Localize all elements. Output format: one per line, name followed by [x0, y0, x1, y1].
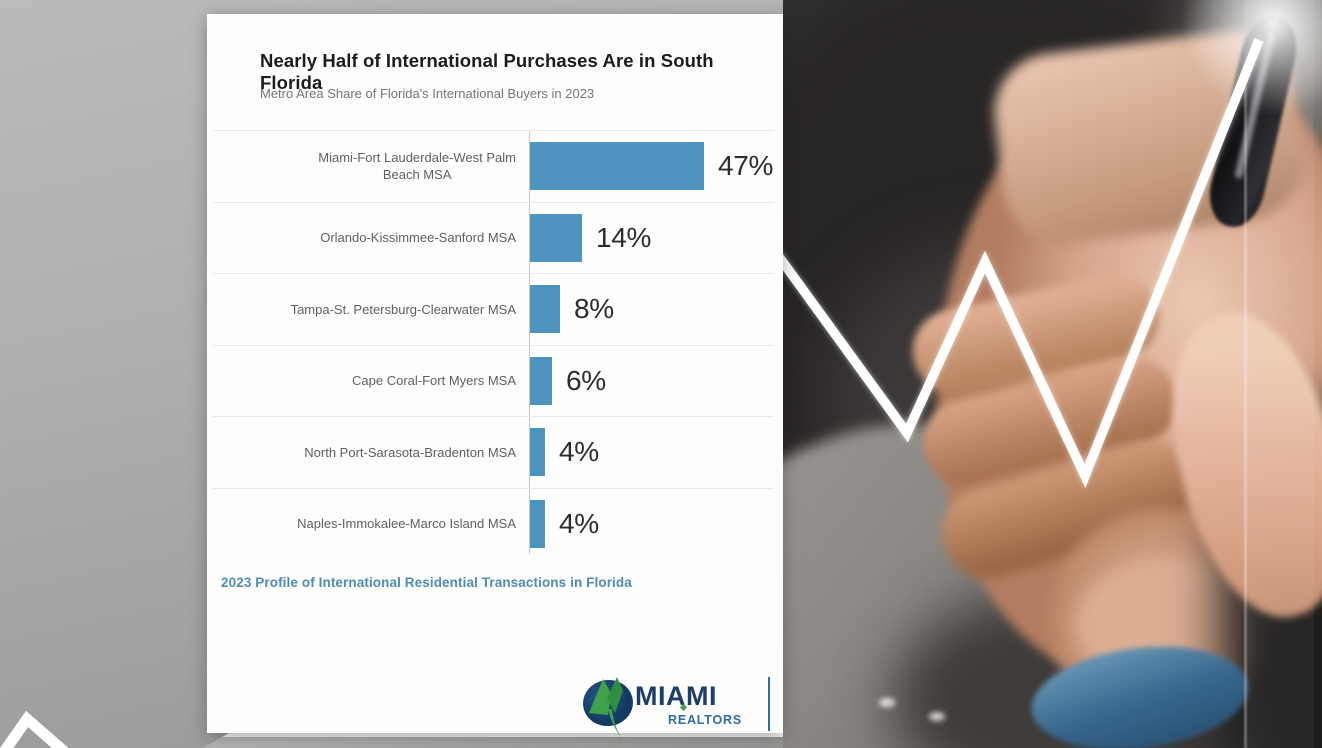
bar-value: 4% — [559, 436, 599, 468]
glass-edge-band — [1244, 0, 1314, 748]
bar-value: 47% — [718, 150, 774, 182]
cuff-button-highlight — [929, 712, 945, 721]
bar-label: Miami-Fort Lauderdale-West Palm Beach MS… — [318, 150, 516, 183]
bar — [530, 428, 545, 477]
bar — [530, 356, 552, 405]
source-note: 2023 Profile of International Residentia… — [221, 575, 632, 590]
bar-label: Naples-Immokalee-Marco Island MSA — [297, 516, 516, 532]
chart-card: Nearly Half of International Purchases A… — [207, 14, 783, 741]
bar-row: Naples-Immokalee-Marco Island MSA 4% — [213, 487, 774, 560]
bar-value: 4% — [559, 507, 599, 539]
miami-realtors-logo: MIAMI REALTORS — [577, 669, 777, 748]
logo-divider — [768, 677, 770, 731]
bar-value: 14% — [596, 221, 652, 253]
hand-photo — [783, 0, 1322, 748]
cuff-button-highlight — [879, 698, 895, 707]
bar-label: Cape Coral-Fort Myers MSA — [352, 373, 516, 389]
chart-subtitle: Metro Area Share of Florida's Internatio… — [260, 86, 595, 101]
logo-mountain-icon — [589, 677, 623, 741]
bar-label: Orlando-Kissimmee-Sanford MSA — [320, 230, 516, 246]
bar-label: Tampa-St. Petersburg-Clearwater MSA — [290, 301, 516, 317]
bar-row: Orlando-Kissimmee-Sanford MSA 14% — [213, 201, 774, 274]
bar — [530, 142, 704, 191]
bar-value: 8% — [574, 293, 614, 325]
trendline-graphic — [783, 38, 1264, 488]
bar — [530, 499, 545, 548]
glass-edge-line — [1244, 86, 1247, 748]
bar-row: Miami-Fort Lauderdale-West Palm Beach MS… — [213, 130, 774, 202]
bar-label: North Port-Sarasota-Bradenton MSA — [304, 444, 516, 460]
bar-chart: Miami-Fort Lauderdale-West Palm Beach MS… — [213, 130, 774, 559]
logo-subname: REALTORS — [668, 713, 742, 727]
chart-baseline-axis — [529, 130, 530, 554]
bar — [530, 213, 582, 262]
bar-row: Cape Coral-Fort Myers MSA 6% — [213, 344, 774, 417]
pen-tip-glow — [1181, 0, 1322, 115]
table-edge-strip — [203, 733, 783, 748]
bar-row: North Port-Sarasota-Bradenton MSA 4% — [213, 416, 774, 488]
logo-name: MIAMI — [635, 681, 717, 711]
bar-value: 6% — [566, 364, 606, 396]
bar-row: Tampa-St. Petersburg-Clearwater MSA 8% — [213, 273, 774, 345]
bar — [530, 285, 560, 334]
chart-title: Nearly Half of International Purchases A… — [260, 50, 714, 93]
